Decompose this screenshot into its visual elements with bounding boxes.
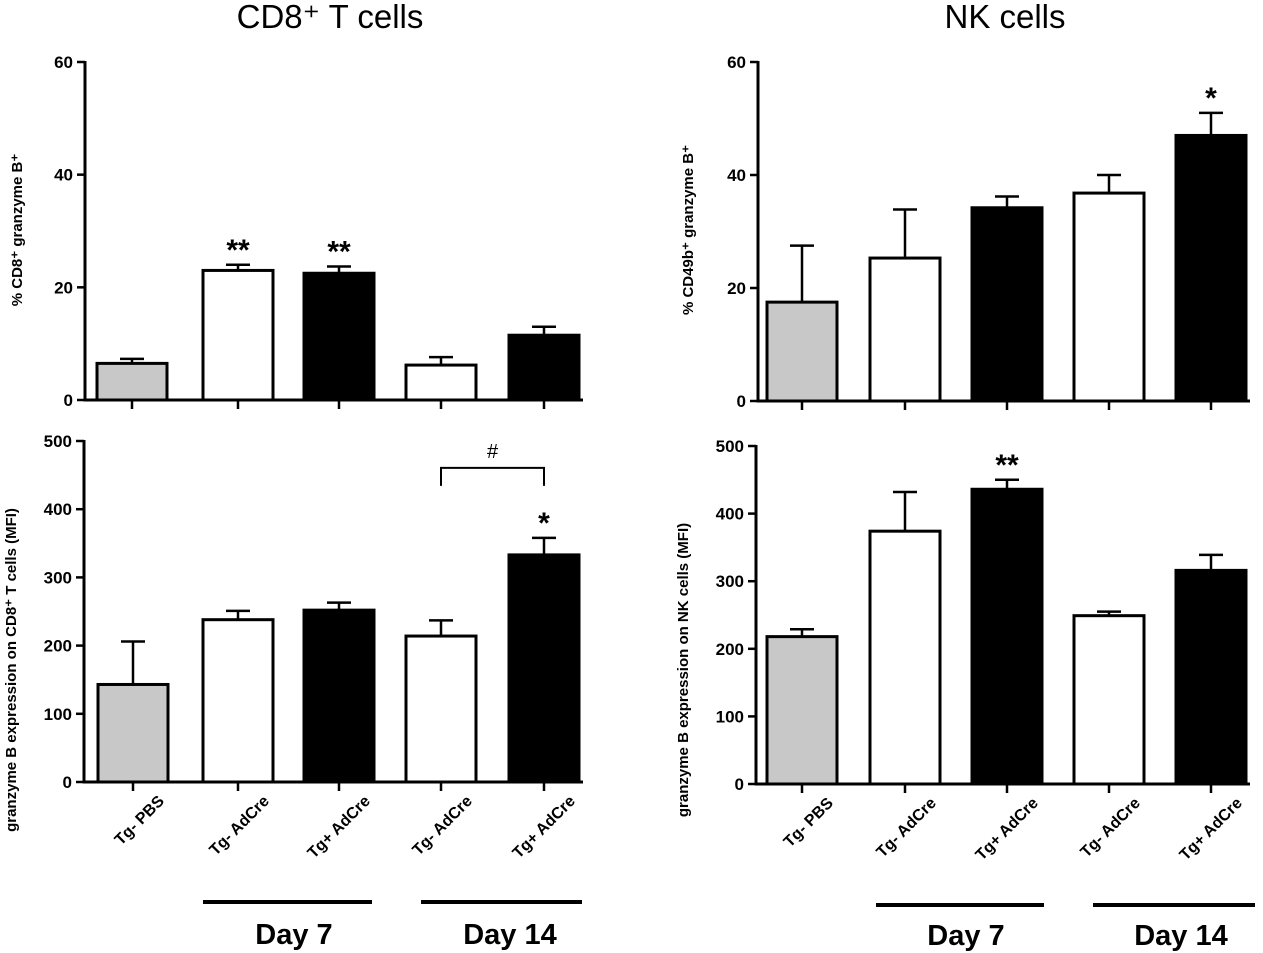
right-day14-label: Day 14 (1134, 920, 1228, 952)
chart-nk-percent: 0 20 40 60 % CD49b⁺ granzyme B⁺ * (680, 53, 1250, 411)
bar (1174, 568, 1248, 786)
bar (868, 529, 942, 786)
y-tick-label: 0 (64, 391, 73, 410)
bar (1072, 614, 1146, 786)
bar (1072, 191, 1146, 403)
y-tick-label: 20 (54, 278, 73, 297)
y-tick-label: 40 (54, 166, 73, 185)
left-day7-label: Day 7 (255, 919, 332, 951)
significance-marker: ** (226, 234, 250, 267)
bar (765, 635, 839, 786)
y-tick-label: 300 (716, 572, 744, 591)
category-label: Tg- AdCre (874, 795, 940, 861)
y-tick-label: 400 (44, 500, 72, 519)
significance-marker: ** (995, 449, 1019, 482)
right-panel-title: NK cells (944, 0, 1065, 35)
y-tick-label: 60 (727, 53, 746, 72)
significance-marker: * (1205, 82, 1217, 115)
bar (201, 268, 275, 402)
category-label: Tg- AdCre (1078, 795, 1144, 861)
bracket-label: # (487, 441, 499, 463)
bar (404, 634, 478, 784)
y-tick-label: 300 (44, 568, 72, 587)
y-tick-label: 20 (727, 279, 746, 298)
y-tick-label: 200 (716, 640, 744, 659)
chart-nk-mfi: 0 100 200 300 400 500 granzyme B expression on… (675, 437, 1250, 864)
right-day7-label: Day 7 (927, 920, 1004, 952)
y-tick-label: 40 (727, 166, 746, 185)
bar (507, 333, 581, 402)
left-panel-title: CD8⁺ T cells (237, 0, 424, 35)
y-tick-label: 60 (54, 53, 73, 72)
y-tick-label: 500 (44, 432, 72, 451)
category-label: Tg+ AdCre (1177, 795, 1246, 864)
significance-marker: * (538, 507, 550, 540)
bar (507, 553, 581, 784)
y-tick-label: 100 (716, 707, 744, 726)
category-label: Tg- AdCre (410, 793, 476, 859)
category-label: Tg+ AdCre (510, 793, 579, 862)
bar (404, 363, 478, 402)
y-axis-label: granzyme B expression on NK cells (MFI) (675, 523, 692, 817)
y-tick-label: 500 (716, 437, 744, 456)
chart-cd8-mfi: 0 100 200 300 400 500 granzyme B expression on… (3, 432, 583, 862)
significance-marker: ** (327, 235, 351, 268)
bar (302, 271, 376, 402)
category-label: Tg- AdCre (207, 793, 273, 859)
chart-cd8-percent: 0 20 40 60 % CD8⁺ granzyme B⁺ ** ** (9, 53, 583, 410)
bar (970, 206, 1044, 403)
bar (201, 618, 275, 784)
y-axis-label: % CD49b⁺ granzyme B⁺ (680, 145, 697, 315)
category-label: Tg- PBS (112, 793, 168, 849)
comparison-bracket (440, 466, 545, 486)
y-tick-label: 0 (737, 392, 746, 411)
bar (96, 682, 170, 784)
bar (302, 608, 376, 784)
bar (1174, 133, 1248, 403)
bar (765, 300, 839, 403)
y-tick-label: 200 (44, 637, 72, 656)
y-tick-label: 0 (735, 775, 744, 794)
bar (868, 256, 942, 403)
y-tick-label: 0 (63, 773, 72, 792)
bar (970, 487, 1044, 786)
y-tick-label: 400 (716, 505, 744, 524)
y-axis-label: granzyme B expression on CD8⁺ T cells (M… (3, 508, 20, 832)
y-axis-label: % CD8⁺ granzyme B⁺ (9, 154, 26, 307)
bar (95, 361, 169, 402)
category-label: Tg+ AdCre (305, 793, 374, 862)
left-day14-label: Day 14 (463, 919, 557, 951)
category-label: Tg+ AdCre (973, 795, 1042, 864)
category-label: Tg- PBS (781, 795, 837, 851)
y-tick-label: 100 (44, 705, 72, 724)
